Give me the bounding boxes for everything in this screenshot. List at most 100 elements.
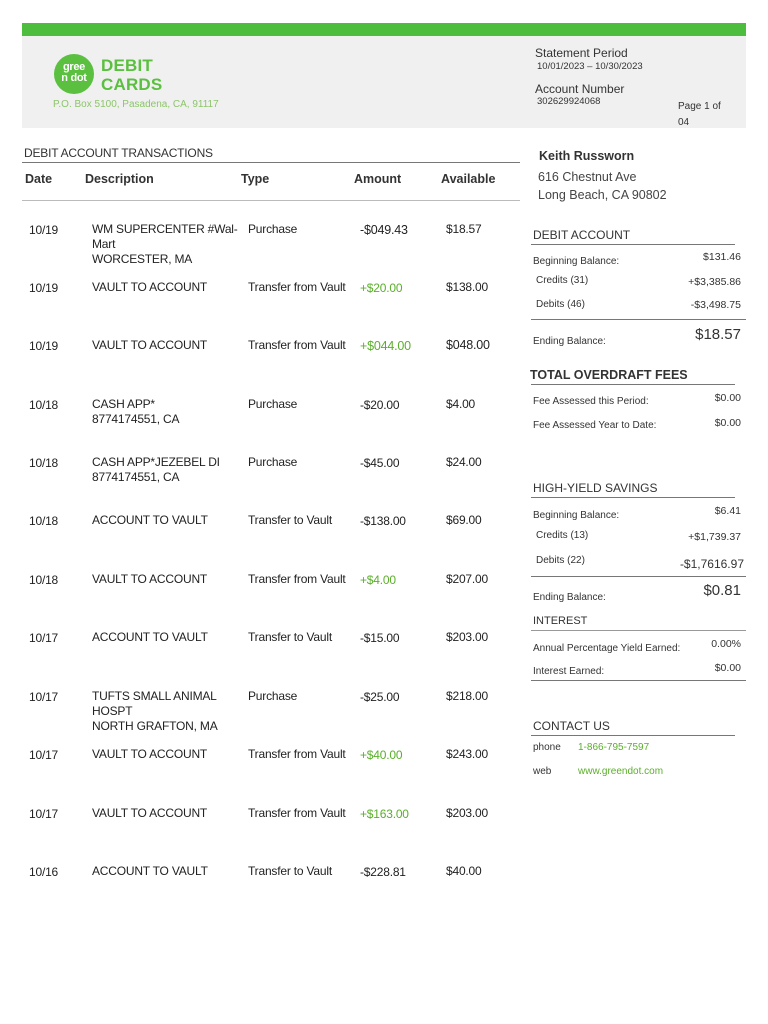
- savings-ending-label: Ending Balance:: [533, 592, 606, 603]
- tx-description-line: VAULT TO ACCOUNT: [92, 280, 208, 294]
- tx-type: Purchase: [248, 689, 298, 703]
- tx-description-line: WM SUPERCENTER #Wal-: [92, 222, 238, 236]
- tx-description-line: CASH APP*: [92, 397, 155, 411]
- overdraft-rule: [531, 384, 735, 385]
- debit-debits-value: -$3,498.75: [690, 299, 741, 311]
- tx-description-line: ACCOUNT TO VAULT: [92, 513, 208, 527]
- tx-type: Purchase: [248, 397, 298, 411]
- customer-address-line2: Long Beach, CA 90802: [538, 188, 667, 202]
- tx-description-line: 8774174551, CA: [92, 412, 180, 426]
- tx-date: 10/18: [29, 514, 59, 528]
- tx-date: 10/17: [29, 631, 59, 645]
- col-amount: Amount: [354, 172, 402, 186]
- tx-amount: -$20.00: [360, 398, 400, 412]
- transactions-title-rule: [22, 162, 520, 163]
- savings-total-rule: [531, 576, 746, 577]
- debit-beginning-label: Beginning Balance:: [533, 256, 620, 267]
- tx-date: 10/16: [29, 865, 59, 879]
- tx-description-line: VAULT TO ACCOUNT: [92, 572, 208, 586]
- tx-description-line: CASH APP*JEZEBEL DI: [92, 455, 220, 469]
- tx-amount: -$228.81: [360, 865, 406, 879]
- statement-period-value: 10/01/2023 – 10/30/2023: [537, 61, 643, 72]
- statement-period-label: Statement Period: [535, 46, 628, 60]
- tx-date: 10/19: [29, 339, 59, 353]
- tx-amount: -$049.43: [360, 223, 408, 237]
- tx-amount: +$4.00: [360, 573, 396, 587]
- tx-amount: -$15.00: [360, 631, 400, 645]
- account-number-value: 302629924068: [537, 96, 601, 107]
- green-dot-logo: green dot: [54, 54, 94, 94]
- contact-rule: [531, 735, 735, 736]
- contact-phone-link[interactable]: 1-866-795-7597: [578, 742, 650, 753]
- tx-date: 10/17: [29, 690, 59, 704]
- interest-apy-value: 0.00%: [711, 638, 741, 650]
- tx-type: Transfer to Vault: [248, 864, 332, 878]
- tx-type: Transfer to Vault: [248, 513, 332, 527]
- tx-available: $048.00: [446, 338, 490, 352]
- contact-title: CONTACT US: [533, 719, 610, 733]
- tx-date: 10/19: [29, 223, 59, 237]
- savings-debits-value: -$1,7616.97: [679, 557, 744, 571]
- contact-web-label: web: [533, 766, 552, 777]
- debit-ending-value: $18.57: [695, 326, 741, 343]
- tx-amount: -$25.00: [360, 690, 400, 704]
- debit-credits-label: Credits (31): [536, 275, 589, 286]
- tx-date: 10/17: [29, 748, 59, 762]
- overdraft-period-value: $0.00: [714, 392, 741, 404]
- tx-description-line: WORCESTER, MA: [92, 252, 193, 266]
- brand-name-line2: CARDS: [101, 75, 163, 94]
- tx-date: 10/18: [29, 398, 59, 412]
- tx-type: Purchase: [248, 455, 298, 469]
- col-description: Description: [85, 172, 154, 186]
- tx-date: 10/19: [29, 281, 59, 295]
- interest-earned-value: $0.00: [714, 662, 741, 674]
- debit-account-title: DEBIT ACCOUNT: [533, 228, 631, 242]
- customer-address-line1: 616 Chestnut Ave: [538, 170, 637, 184]
- tx-description-line: ACCOUNT TO VAULT: [92, 630, 208, 644]
- tx-available: $138.00: [446, 280, 488, 294]
- overdraft-ytd-label: Fee Assessed Year to Date:: [533, 420, 657, 431]
- tx-available: $40.00: [446, 864, 482, 878]
- tx-type: Purchase: [248, 222, 298, 236]
- interest-title: INTEREST: [533, 615, 588, 627]
- tx-description-line: HOSPT: [92, 704, 133, 718]
- tx-description-line: TUFTS SMALL ANIMAL: [92, 689, 217, 703]
- brand-name: DEBIT CARDS: [101, 56, 162, 94]
- tx-date: 10/18: [29, 573, 59, 587]
- contact-web-link[interactable]: www.greendot.com: [578, 766, 664, 777]
- interest-rule: [531, 630, 746, 631]
- tx-amount: -$45.00: [360, 456, 400, 470]
- savings-rule: [531, 497, 735, 498]
- tx-available: $4.00: [446, 397, 476, 411]
- account-number-label: Account Number: [535, 82, 625, 96]
- customer-name: Keith Russworn: [539, 149, 635, 163]
- tx-description-line: VAULT TO ACCOUNT: [92, 338, 208, 352]
- page-indicator: Page 1 of 04: [678, 101, 721, 128]
- tx-date: 10/17: [29, 807, 59, 821]
- tx-available: $207.00: [446, 572, 488, 586]
- transactions-title: DEBIT ACCOUNT TRANSACTIONS: [24, 146, 213, 160]
- savings-beginning-label: Beginning Balance:: [533, 510, 620, 521]
- brand-address: P.O. Box 5100, Pasadena, CA, 91117: [53, 99, 219, 110]
- tx-available: $24.00: [446, 455, 482, 469]
- overdraft-period-label: Fee Assessed this Period:: [533, 396, 649, 407]
- interest-apy-label: Annual Percentage Yield Earned:: [533, 643, 681, 654]
- tx-amount: +$044.00: [360, 339, 411, 353]
- tx-amount: +$40.00: [360, 748, 403, 762]
- tx-amount: -$138.00: [360, 514, 406, 528]
- savings-ending-value: $0.81: [703, 582, 741, 599]
- debit-ending-label: Ending Balance:: [533, 336, 606, 347]
- tx-available: $243.00: [446, 747, 488, 761]
- col-date: Date: [25, 172, 53, 186]
- tx-available: $218.00: [446, 689, 488, 703]
- savings-debits-label: Debits (22): [536, 555, 585, 566]
- tx-type: Transfer from Vault: [248, 280, 346, 294]
- savings-credits-label: Credits (13): [536, 530, 589, 541]
- header-accent-bar: [22, 23, 746, 36]
- tx-available: $18.57: [446, 222, 482, 236]
- brand-name-line1: DEBIT: [101, 56, 153, 75]
- tx-description-line: VAULT TO ACCOUNT: [92, 806, 208, 820]
- tx-amount: +$20.00: [360, 281, 403, 295]
- tx-description-line: NORTH GRAFTON, MA: [92, 719, 218, 733]
- tx-available: $203.00: [446, 806, 488, 820]
